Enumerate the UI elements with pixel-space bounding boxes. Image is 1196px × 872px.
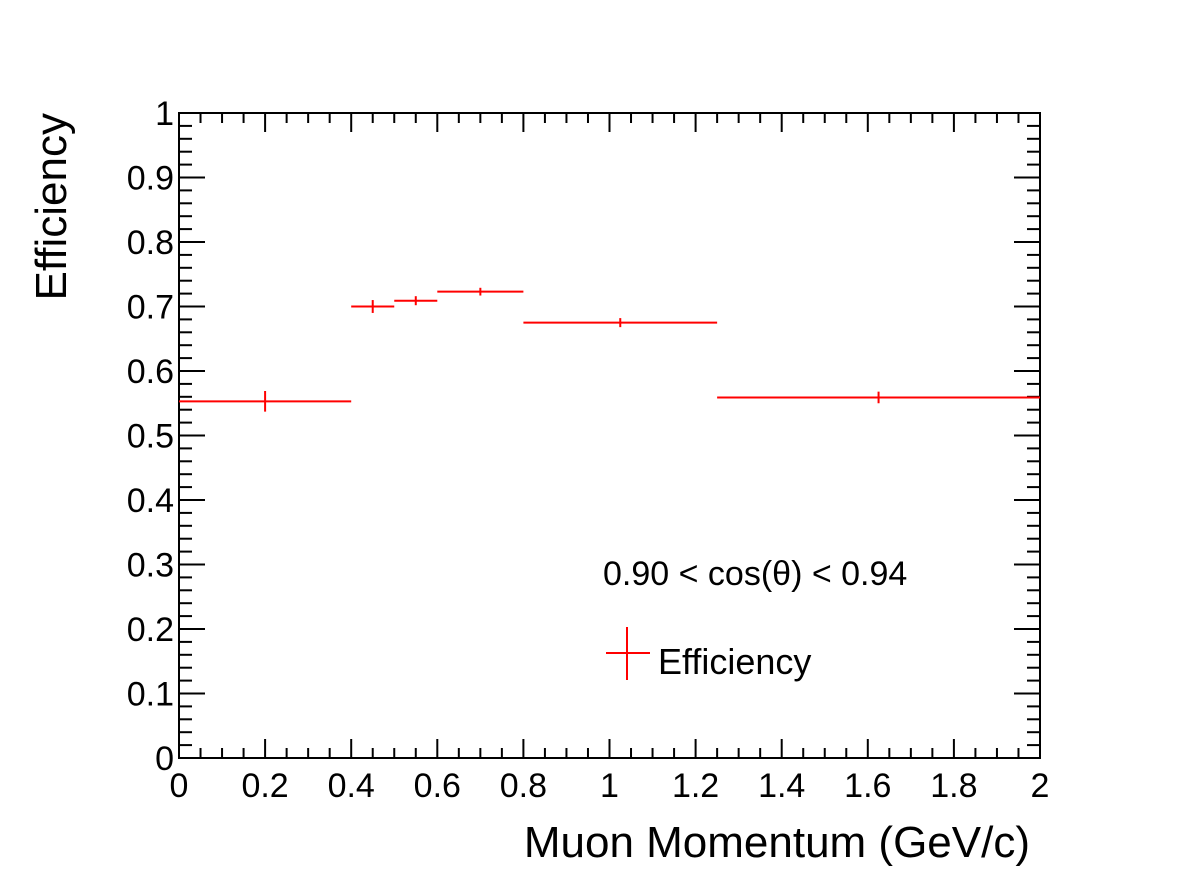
y-tick-label: 0.1 — [127, 676, 174, 714]
y-tick-label: 0.7 — [127, 289, 174, 327]
x-tick-label: 1.2 — [672, 767, 719, 805]
y-tick-label: 0.3 — [127, 547, 174, 585]
x-tick-label: 0 — [170, 767, 189, 805]
data-series-efficiency — [179, 287, 1040, 412]
y-tick-label: 0.8 — [127, 224, 174, 262]
y-tick-label: 0.5 — [127, 418, 174, 456]
x-tick-label: 0.8 — [500, 767, 547, 805]
x-tick-labels: 0 0.2 0.4 0.6 0.8 1 1.2 1.4 1.6 1.8 2 — [170, 767, 1050, 805]
x-tick-label: 1.6 — [844, 767, 891, 805]
y-tick-label: 0.9 — [127, 160, 174, 198]
x-tick-label: 1.4 — [758, 767, 805, 805]
y-tick-labels: 0 0.1 0.2 0.3 0.4 0.5 0.6 0.7 0.8 0.9 1 — [127, 95, 174, 778]
legend: Efficiency — [606, 627, 811, 682]
x-tick-label: 0.6 — [414, 767, 461, 805]
legend-label-efficiency: Efficiency — [658, 641, 811, 682]
x-tick-label: 2 — [1031, 767, 1050, 805]
y-axis-label: Efficiency — [27, 113, 76, 301]
plot-frame — [178, 112, 1041, 759]
axis-ticks — [178, 112, 1041, 759]
x-tick-label: 1.8 — [930, 767, 977, 805]
x-tick-label: 1 — [600, 767, 619, 805]
y-tick-label: 0.4 — [127, 482, 174, 520]
y-tick-label: 0.2 — [127, 611, 174, 649]
cos-theta-annotation: 0.90 < cos(θ) < 0.94 — [603, 555, 907, 593]
x-axis-label: Muon Momentum (GeV/c) — [524, 818, 1030, 867]
y-tick-label: 1 — [155, 95, 174, 133]
y-tick-label: 0 — [155, 740, 174, 778]
x-tick-label: 0.4 — [328, 767, 375, 805]
x-tick-label: 0.2 — [241, 767, 288, 805]
y-tick-label: 0.6 — [127, 353, 174, 391]
